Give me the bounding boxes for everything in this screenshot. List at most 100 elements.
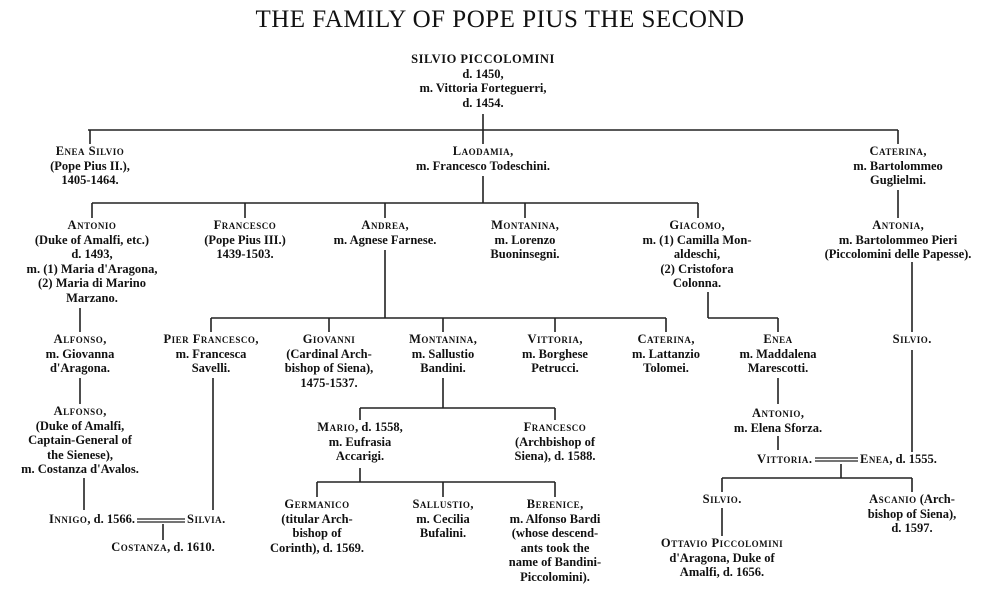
person-detail: bishop of Siena), [867, 506, 957, 521]
person-enea-silvio: Enea Silvio (Pope Pius II.), 1405-1464. [50, 144, 130, 188]
person-detail: (Duke of Amalfi, etc.) [34, 232, 150, 247]
person-detail: m. Francesco Todeschini. [415, 158, 551, 173]
person-costanza: Costanza, d. 1610. [111, 540, 214, 555]
person-detail: (2) Cristofora [660, 261, 734, 276]
person-detail: d. 1597. [891, 521, 933, 535]
person-detail: bishop of [292, 526, 342, 540]
person-name-suffix: , [691, 332, 695, 346]
person-detail: name of Bandini- [508, 555, 602, 569]
person-laodamia: Laodamia, m. Francesco Todeschini. [416, 144, 550, 173]
person-name-suffix: , [405, 218, 409, 232]
person-name-suffix: (Arch- [916, 492, 955, 506]
person-detail: m. Vittoria Forteguerri, [419, 81, 547, 95]
person-francesco-1: Francesco (Pope Pius III.) 1439-1503. [204, 218, 286, 262]
person-detail: Bandini. [420, 361, 466, 375]
person-detail: (Cardinal Arch- [286, 346, 372, 361]
person-detail: Savelli. [191, 361, 231, 375]
person-name-suffix: , [255, 332, 259, 346]
person-detail: Marzano. [66, 290, 118, 305]
person-detail: m. Sallustio [411, 346, 475, 361]
person-name: Costanza [111, 540, 168, 554]
person-name: SILVIO PICCOLOMINI [411, 52, 555, 66]
person-detail: m. Maddalena [739, 346, 817, 361]
person-detail: m. Alfonso Bardi [509, 511, 601, 526]
person-name: Berenice [526, 497, 581, 511]
person-montanina-1: Montanina, m. Lorenzo Buoninsegni. [490, 218, 559, 262]
person-name: Enea [763, 332, 793, 346]
person-name: Francesco [213, 218, 277, 232]
person-detail: m. Costanza d'Avalos. [21, 462, 139, 476]
person-name-suffix: , d. 1566. [87, 512, 135, 526]
person-name-suffix: , [800, 406, 804, 420]
person-name-suffix: , [473, 332, 477, 346]
person-detail: (Duke of Amalfi, [35, 418, 125, 433]
person-silvio-root: SILVIO PICCOLOMINI d. 1450, m. Vittoria Fo… [411, 52, 555, 110]
person-name: Silvio [702, 492, 739, 506]
person-name-suffix: , [510, 144, 514, 158]
person-vittoria-1: Vittoria, m. Borghese Petrucci. [522, 332, 588, 376]
person-montanina-2: Montanina, m. Sallustio Bandini. [409, 332, 477, 376]
person-detail: Buoninsegni. [490, 247, 560, 261]
person-name: Giacomo [669, 218, 722, 232]
person-name: Silvia [187, 512, 223, 526]
person-detail: ants took the [520, 540, 590, 555]
person-detail: (Pope Pius II.), [50, 158, 130, 173]
person-name-suffix: , [103, 404, 107, 418]
person-mario: Mario, d. 1558, m. Eufrasia Accarigi. [317, 420, 402, 464]
person-detail: d. 1493, [71, 247, 113, 261]
person-name: Caterina [637, 332, 692, 346]
person-name: Innigo [49, 512, 88, 526]
person-name: Andrea [361, 218, 406, 232]
person-caterina-1: Caterina, m. Bartolommeo Guglielmi. [853, 144, 943, 188]
person-detail: m. Lattanzio [631, 346, 701, 361]
person-name: Antonia [872, 218, 921, 232]
person-detail: m. Lorenzo [494, 232, 556, 247]
person-sallustio: Sallustio, m. Cecilia Bufalini. [412, 497, 473, 541]
person-vittoria-2: Vittoria. [757, 452, 812, 467]
person-detail: m. Agnese Farnese. [333, 232, 437, 247]
person-detail: aldeschi, [673, 247, 721, 261]
person-detail: m. Francesca [175, 346, 247, 361]
person-detail: m. Giovanna [45, 346, 115, 361]
person-name: Enea [860, 452, 890, 466]
person-name: Alfonso [53, 332, 104, 346]
person-ottavio: Ottavio Piccolomini d'Aragona, Duke of Ama… [661, 536, 783, 580]
person-detail: (Archbishop of [514, 434, 595, 449]
person-detail: (whose descend- [511, 526, 599, 540]
person-detail: m. Bartolommeo [853, 158, 943, 173]
person-germanico: Germanico (titular Arch-bishop of Corinth)… [270, 497, 364, 555]
person-detail: m. (1) Maria d'Aragona, [26, 261, 158, 276]
person-silvio-2: Silvio. [893, 332, 932, 347]
person-name: Ottavio Piccolomini [660, 536, 784, 550]
person-pier-francesco: Pier Francesco, m. Francesca Savelli. [163, 332, 258, 376]
person-detail: Bufalini. [419, 526, 467, 540]
person-name-suffix: . [222, 512, 226, 526]
person-detail: d. 1450, [462, 66, 504, 81]
person-silvio-3: Silvio. [703, 492, 742, 507]
person-detail: 1475-1537. [300, 375, 358, 390]
person-name-suffix: , [920, 218, 924, 232]
person-name: Sallustio [412, 497, 471, 511]
person-detail: m. Borghese [522, 346, 588, 361]
person-detail: Marescotti. [747, 361, 809, 375]
person-name: Germanico [284, 497, 350, 511]
person-name: Pier Francesco [163, 332, 256, 346]
person-name: Alfonso [53, 404, 104, 418]
person-detail: the Sienese), [47, 447, 113, 462]
person-detail: m. Elena Sforza. [733, 420, 823, 435]
person-name-suffix: , [555, 218, 559, 232]
page-title: THE FAMILY OF POPE PIUS THE SECOND [255, 6, 745, 33]
person-name: Montanina [409, 332, 474, 346]
person-detail: d'Aragona. [49, 361, 111, 375]
person-name-suffix: , [721, 218, 725, 232]
person-detail: (titular Arch- [281, 511, 353, 526]
person-silvia: Silvia. [187, 512, 225, 527]
person-name: Caterina [869, 144, 924, 158]
person-detail: d'Aragona, Duke of [669, 550, 775, 565]
person-antonia: Antonia, m. Bartolommeo Pieri (Piccolomini… [825, 218, 972, 262]
person-caterina-2: Caterina, m. Lattanzio Tolomei. [632, 332, 700, 376]
person-francesco-2: Francesco (Archbishop of Siena), d. 1588. [515, 420, 596, 464]
person-enea-3: Enea, d. 1555. [860, 452, 937, 467]
